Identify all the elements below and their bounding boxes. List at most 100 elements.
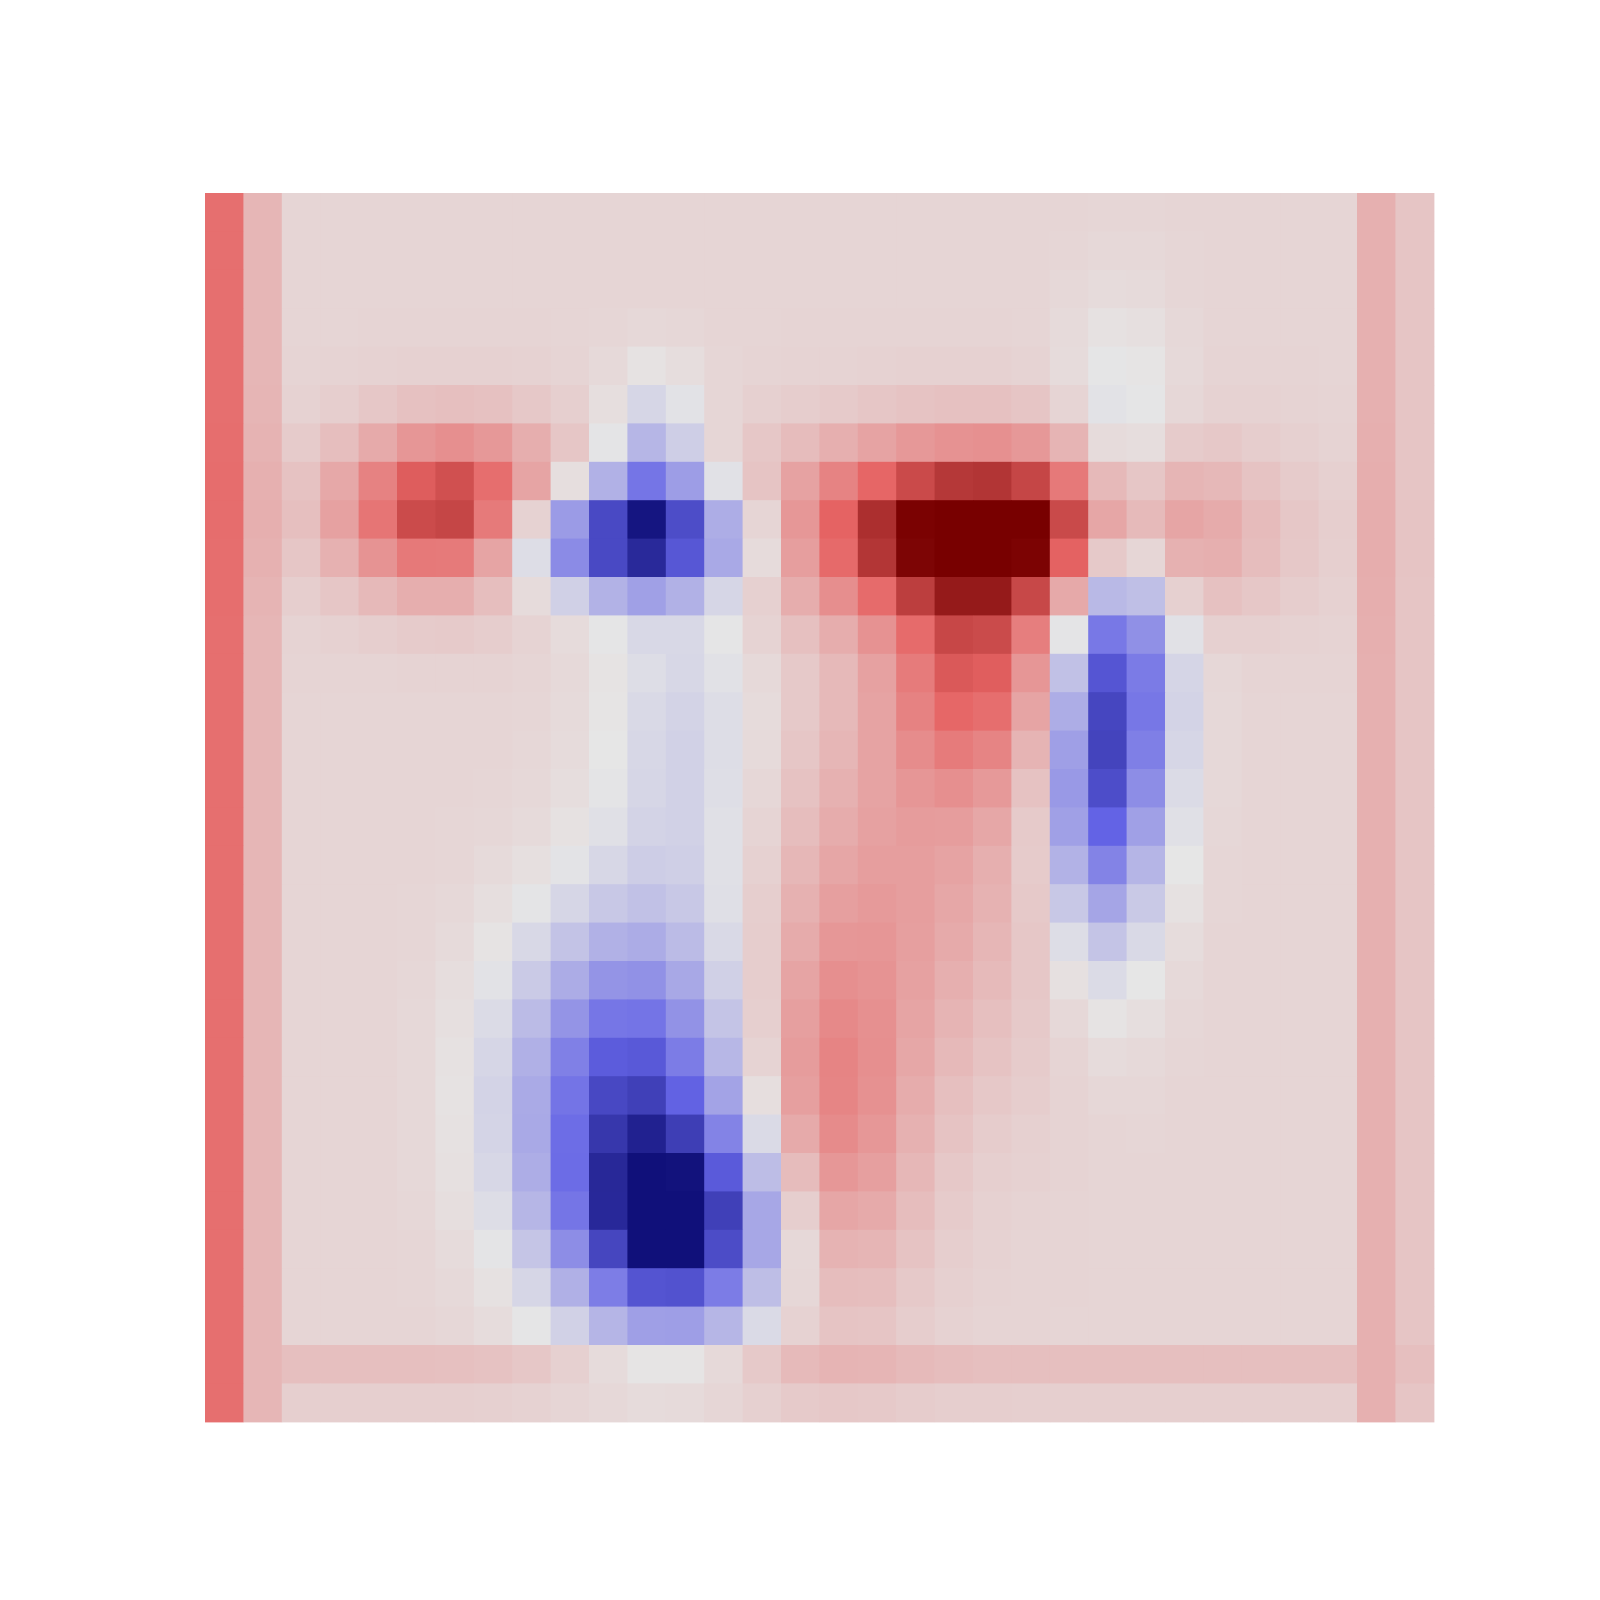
heatmap-cell <box>1049 845 1089 885</box>
heatmap-cell <box>358 1268 398 1308</box>
heatmap-cell <box>281 461 321 501</box>
heatmap-cell <box>781 231 820 271</box>
heatmap-cell <box>1088 1345 1128 1384</box>
heatmap-cell <box>435 385 475 424</box>
heatmap-cell <box>1280 1345 1320 1384</box>
heatmap-cell <box>665 385 705 424</box>
heatmap-cell <box>1049 538 1089 578</box>
heatmap-cell <box>742 308 782 348</box>
heatmap-cell <box>1011 1268 1051 1308</box>
heatmap-cell <box>1395 193 1435 232</box>
heatmap-cell <box>550 1383 590 1423</box>
heatmap-cell <box>589 1114 628 1154</box>
heatmap-cell <box>512 1076 552 1116</box>
heatmap-cell <box>512 769 552 808</box>
heatmap-cell <box>934 1191 974 1231</box>
heatmap-cell <box>1280 385 1320 424</box>
heatmap-cell <box>550 269 590 309</box>
heatmap-cell <box>819 653 859 693</box>
heatmap-cell <box>1165 845 1204 885</box>
heatmap-cell <box>973 615 1012 655</box>
heatmap-cell <box>1203 500 1243 540</box>
heatmap-cell <box>1203 769 1243 808</box>
heatmap-cell <box>781 615 820 655</box>
heatmap-cell <box>896 1114 936 1154</box>
heatmap-cell <box>358 1114 398 1154</box>
heatmap-cell <box>281 346 321 386</box>
heatmap-cell <box>512 346 552 386</box>
heatmap-cell <box>1203 922 1243 962</box>
heatmap-cell <box>320 385 360 424</box>
heatmap-cell <box>857 308 897 348</box>
heatmap-cell <box>512 1037 552 1077</box>
heatmap-cell <box>1280 346 1320 386</box>
heatmap-cell <box>1165 1383 1204 1423</box>
heatmap-cell <box>1203 615 1243 655</box>
heatmap-cell <box>435 346 475 386</box>
heatmap-cell <box>819 884 859 924</box>
heatmap-cell <box>973 385 1012 424</box>
heatmap-cell <box>1357 1191 1396 1231</box>
heatmap-cell <box>781 1037 820 1077</box>
heatmap-cell <box>1280 807 1320 847</box>
heatmap-cell <box>819 1345 859 1384</box>
heatmap-cell <box>1280 769 1320 808</box>
heatmap-cell <box>1395 845 1435 885</box>
heatmap-cell <box>1203 193 1243 232</box>
heatmap-cell <box>473 884 513 924</box>
heatmap-cell <box>550 1229 590 1269</box>
heatmap-cell <box>1011 500 1051 540</box>
heatmap-cell <box>781 1306 820 1346</box>
heatmap-cell <box>1357 1076 1396 1116</box>
heatmap-cell <box>973 999 1012 1039</box>
heatmap-cell <box>435 1345 475 1384</box>
heatmap-cell <box>205 577 244 616</box>
heatmap-cell <box>512 807 552 847</box>
heatmap-cell <box>934 193 974 232</box>
heatmap-cell <box>281 308 321 348</box>
heatmap-cell <box>1395 807 1435 847</box>
heatmap-cell <box>781 193 820 232</box>
heatmap-cell <box>589 193 628 232</box>
heatmap-cell <box>320 577 360 616</box>
heatmap-cell <box>1088 961 1128 1000</box>
heatmap-cell <box>704 1345 744 1384</box>
heatmap-cell <box>1165 769 1204 808</box>
heatmap-cell <box>358 845 398 885</box>
heatmap-cell <box>1357 1268 1396 1308</box>
heatmap-cell <box>589 692 628 732</box>
heatmap-cell <box>896 385 936 424</box>
heatmap-cell <box>358 1229 398 1269</box>
heatmap-cell <box>819 423 859 463</box>
heatmap-cell <box>205 500 244 540</box>
heatmap-cell <box>512 1153 552 1192</box>
heatmap-cell <box>1049 1153 1089 1192</box>
heatmap-cell <box>1395 461 1435 501</box>
heatmap-cell <box>857 845 897 885</box>
heatmap-cell <box>1126 769 1166 808</box>
heatmap-cell <box>934 653 974 693</box>
heatmap-cell <box>397 231 436 271</box>
heatmap-cell <box>1049 423 1089 463</box>
heatmap-cell <box>819 692 859 732</box>
heatmap-cell <box>1357 308 1396 348</box>
heatmap-cell <box>1126 807 1166 847</box>
heatmap-cell <box>1318 1191 1358 1231</box>
heatmap-cell <box>973 1345 1012 1384</box>
heatmap-cell <box>781 884 820 924</box>
heatmap-cell <box>627 538 667 578</box>
heatmap-cell <box>819 1114 859 1154</box>
heatmap-cell <box>1049 730 1089 770</box>
heatmap-cell <box>205 999 244 1039</box>
heatmap-cell <box>397 1191 436 1231</box>
heatmap-cell <box>1049 961 1089 1000</box>
heatmap-cell <box>1088 538 1128 578</box>
heatmap-cell <box>435 193 475 232</box>
heatmap-cell <box>320 692 360 732</box>
heatmap-cell <box>896 961 936 1000</box>
heatmap-cell <box>243 308 283 348</box>
heatmap-cell <box>243 1037 283 1077</box>
heatmap-cell <box>973 423 1012 463</box>
heatmap-cell <box>473 730 513 770</box>
heatmap-cell <box>627 615 667 655</box>
